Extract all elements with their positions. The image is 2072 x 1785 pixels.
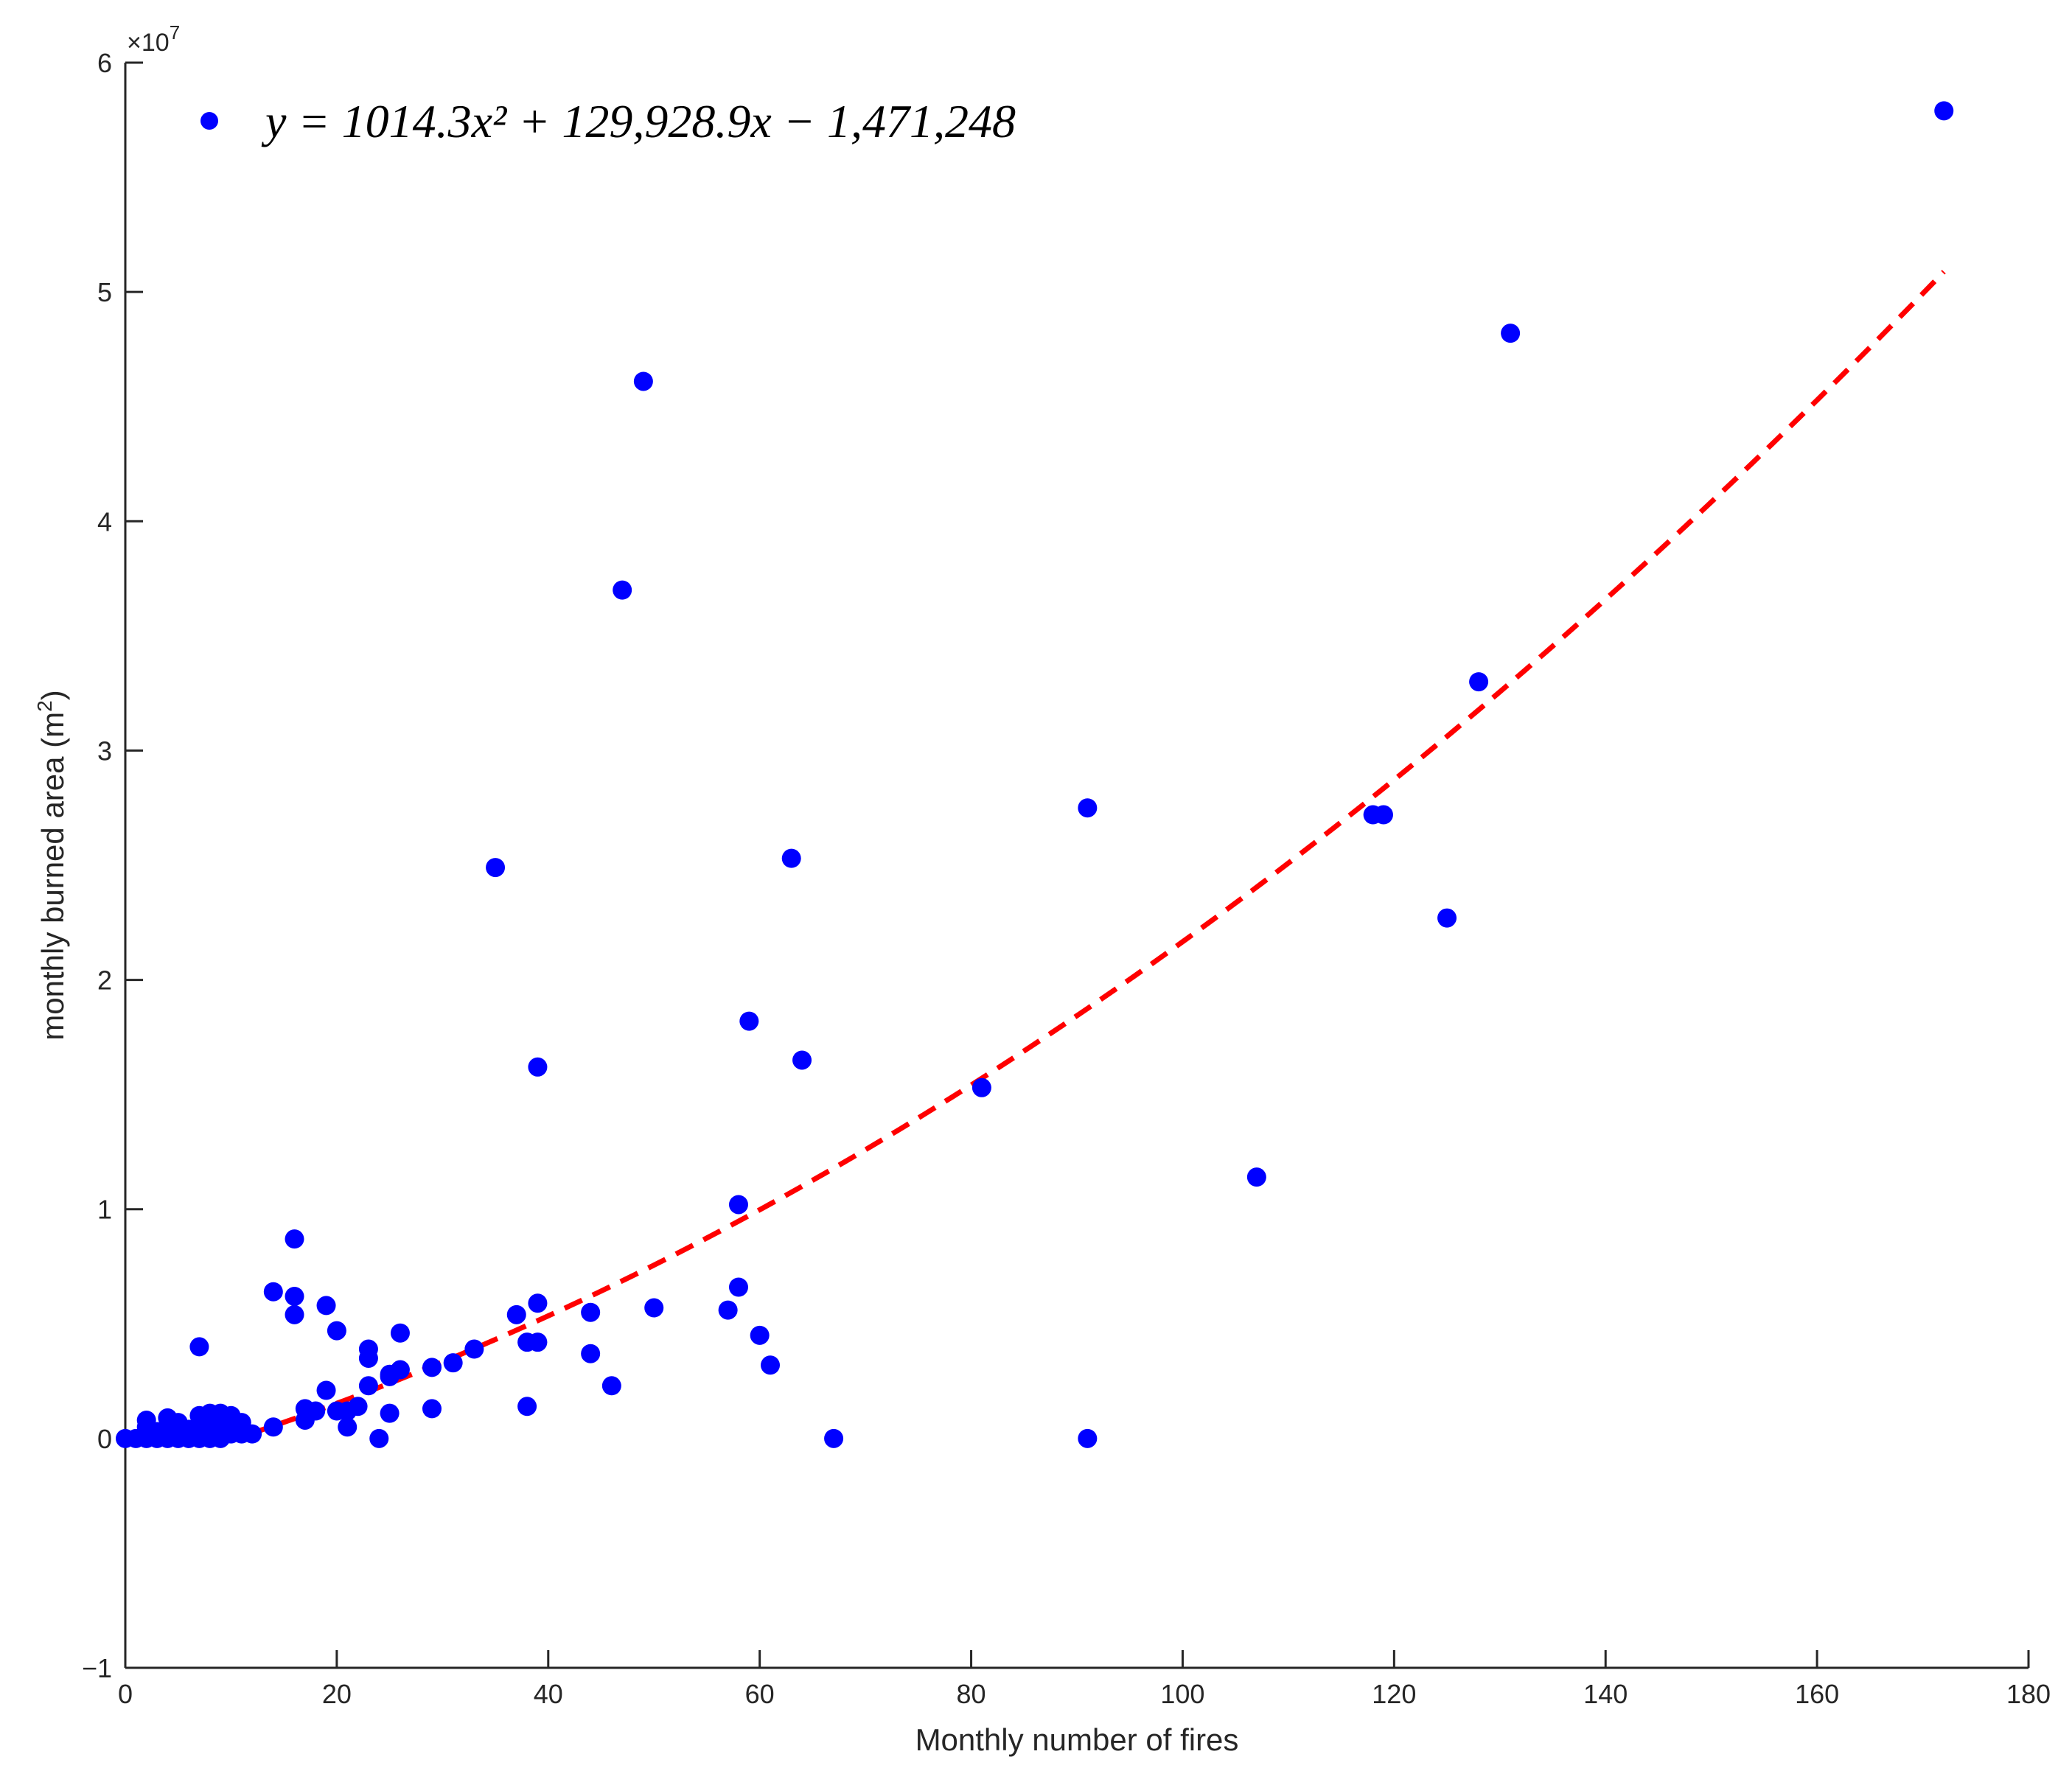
data-point bbox=[1437, 908, 1457, 928]
data-point bbox=[528, 1293, 548, 1313]
y-tick-label: 5 bbox=[97, 277, 112, 307]
x-tick-label: 120 bbox=[1372, 1679, 1416, 1709]
data-point bbox=[422, 1399, 442, 1419]
data-point bbox=[581, 1302, 601, 1322]
x-axis-label: Monthly number of fires bbox=[915, 1722, 1239, 1757]
data-point bbox=[633, 371, 653, 391]
y-axis-label-close: ) bbox=[35, 690, 70, 700]
data-point bbox=[728, 1277, 748, 1297]
data-point bbox=[972, 1077, 991, 1097]
x-tick-label: 20 bbox=[322, 1679, 352, 1709]
data-point bbox=[517, 1397, 537, 1417]
data-point bbox=[285, 1229, 304, 1249]
data-point bbox=[1934, 101, 1954, 121]
x-tick-label: 100 bbox=[1160, 1679, 1204, 1709]
data-point bbox=[750, 1325, 770, 1345]
data-point bbox=[316, 1296, 336, 1316]
data-point bbox=[486, 858, 506, 878]
data-point bbox=[824, 1428, 844, 1448]
data-point bbox=[739, 1011, 759, 1031]
data-point bbox=[1246, 1167, 1266, 1187]
data-point bbox=[1078, 798, 1098, 818]
data-point bbox=[263, 1417, 283, 1437]
x-tick-label: 0 bbox=[118, 1679, 133, 1709]
x-ticks: 0 20 40 60 80 100 120 140 160 180 bbox=[118, 1650, 2051, 1709]
data-point bbox=[613, 580, 632, 600]
x-tick-label: 160 bbox=[1795, 1679, 1839, 1709]
data-point bbox=[369, 1428, 389, 1448]
y-axis-label: monthly burned area (m2) bbox=[33, 690, 70, 1040]
data-point bbox=[528, 1332, 548, 1352]
y-tick-label: −1 bbox=[82, 1653, 112, 1683]
fit-curve bbox=[125, 270, 1946, 1442]
x-tick-label: 60 bbox=[745, 1679, 775, 1709]
data-point bbox=[390, 1323, 410, 1343]
y-tick-label: 2 bbox=[97, 965, 112, 996]
data-point bbox=[338, 1417, 357, 1437]
data-point bbox=[285, 1286, 304, 1306]
fit-layer bbox=[125, 270, 1946, 1442]
data-point bbox=[1501, 324, 1521, 343]
data-point bbox=[263, 1282, 283, 1302]
legend-entry: y = 1014.3x² + 129,928.9x − 1,471,248 bbox=[261, 95, 1016, 147]
data-point bbox=[358, 1376, 378, 1396]
data-point bbox=[581, 1344, 601, 1363]
data-point bbox=[243, 1424, 262, 1444]
data-point bbox=[718, 1300, 738, 1320]
data-point bbox=[792, 1050, 812, 1070]
y-tick-label: 0 bbox=[97, 1424, 112, 1454]
legend-marker bbox=[200, 112, 218, 130]
data-point bbox=[285, 1304, 304, 1324]
y-tick-label: 4 bbox=[97, 506, 112, 537]
points-layer bbox=[116, 101, 1954, 1448]
data-point bbox=[380, 1403, 400, 1423]
data-point bbox=[464, 1339, 484, 1359]
data-point bbox=[189, 1337, 209, 1357]
data-point bbox=[422, 1358, 442, 1377]
data-point bbox=[327, 1321, 346, 1341]
y-tick-label: 6 bbox=[97, 48, 112, 78]
y-ticks: −1 0 1 2 3 4 5 6 bbox=[82, 48, 143, 1683]
y-tick-label: 1 bbox=[97, 1195, 112, 1225]
data-point bbox=[506, 1304, 526, 1324]
y-tick-label: 3 bbox=[97, 736, 112, 766]
x-tick-label: 140 bbox=[1583, 1679, 1628, 1709]
data-point bbox=[1373, 805, 1393, 825]
data-point bbox=[1078, 1428, 1098, 1448]
data-point bbox=[306, 1401, 326, 1421]
x-tick-label: 40 bbox=[534, 1679, 563, 1709]
data-point bbox=[781, 848, 801, 868]
axes bbox=[124, 63, 2029, 1669]
data-point bbox=[728, 1195, 748, 1215]
data-point bbox=[1469, 672, 1489, 692]
y-axis-label-sup: 2 bbox=[33, 700, 56, 712]
data-point bbox=[358, 1339, 378, 1359]
y-axis-label-main: monthly burned area (m bbox=[35, 712, 70, 1041]
data-point bbox=[443, 1353, 463, 1373]
x-tick-label: 80 bbox=[957, 1679, 986, 1709]
data-point bbox=[348, 1397, 368, 1417]
data-point bbox=[528, 1057, 548, 1077]
data-point bbox=[601, 1376, 621, 1396]
x-tick-label: 180 bbox=[2006, 1679, 2051, 1709]
data-point bbox=[390, 1360, 410, 1380]
data-point bbox=[644, 1298, 664, 1318]
data-point bbox=[316, 1380, 336, 1400]
legend: y = 1014.3x² + 129,928.9x − 1,471,248 bbox=[200, 95, 1016, 147]
data-point bbox=[761, 1355, 781, 1375]
y-axis-exponent: ×107 bbox=[127, 21, 180, 57]
